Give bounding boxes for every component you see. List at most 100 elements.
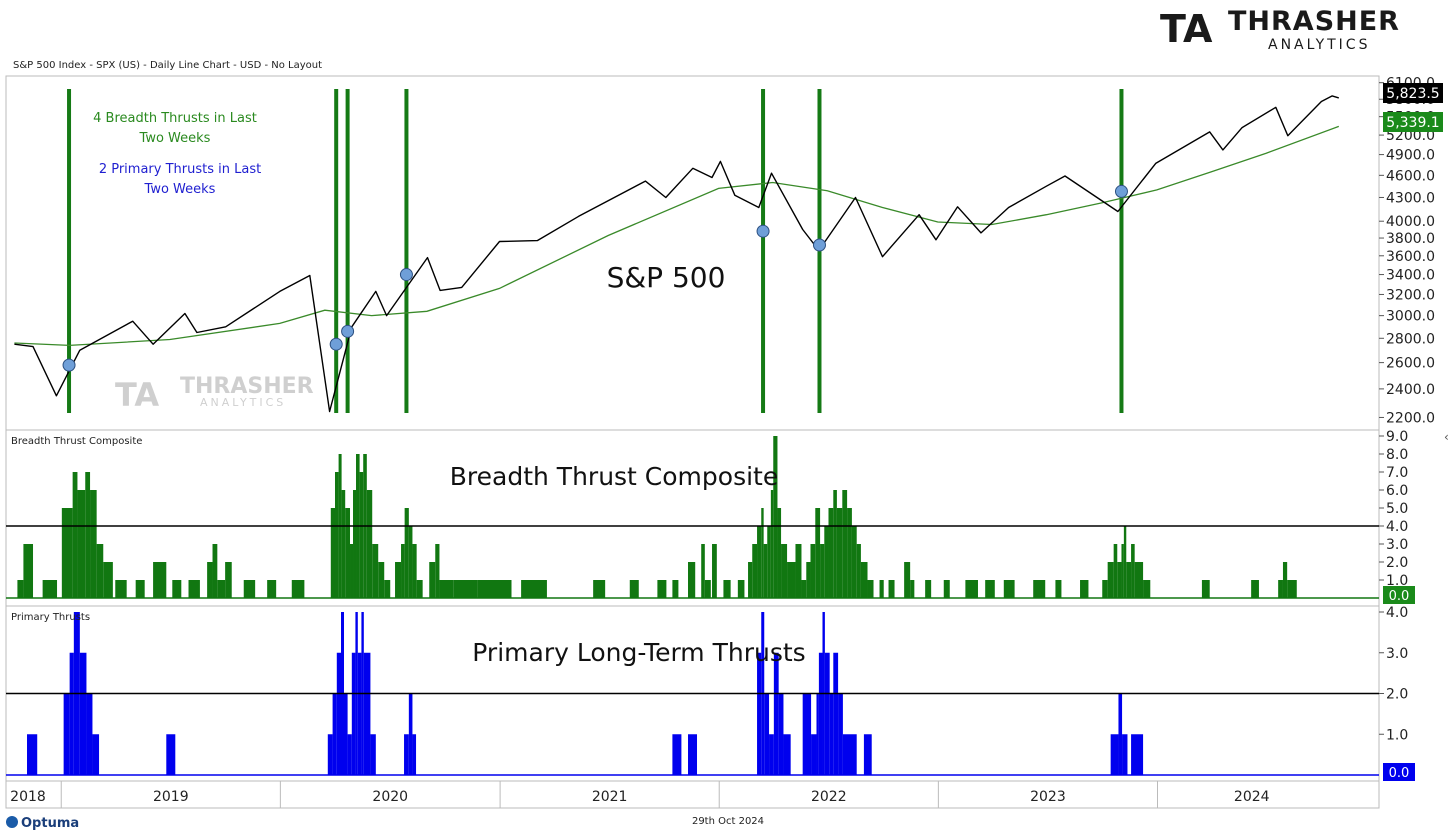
primary-bar xyxy=(404,734,409,775)
breadth-bar xyxy=(217,580,226,598)
watermark-logo: TA THRASHER ANALYTICS xyxy=(115,374,314,414)
breadth-bar xyxy=(23,544,34,598)
breadth-bar xyxy=(851,526,857,598)
logo-mark: TA xyxy=(1160,7,1213,51)
breadth-bar xyxy=(350,544,354,598)
breadth-bar xyxy=(359,472,364,598)
breadth-bar xyxy=(61,508,73,598)
breadth-bar xyxy=(207,562,213,598)
breadth-bar xyxy=(212,544,218,598)
breadth-bar xyxy=(77,490,86,598)
primary-bar xyxy=(773,652,779,775)
breadth-bar xyxy=(761,508,764,598)
chart-info: S&P 500 Index - SPX (US) - Daily Line Ch… xyxy=(13,60,322,71)
breadth-bar xyxy=(815,508,821,598)
primary-bar xyxy=(778,693,784,775)
primary-bar xyxy=(816,693,819,775)
breadth-bar xyxy=(688,562,696,598)
breadth-bar xyxy=(781,544,788,598)
primary-bar xyxy=(370,734,376,775)
price-y-tick-label: 3800.0 xyxy=(1386,231,1435,247)
primary-bar xyxy=(811,734,817,775)
thrust-marker xyxy=(1114,184,1128,198)
footer-date: 29th Oct 2024 xyxy=(692,816,764,827)
price-y-tick-label: 3400.0 xyxy=(1386,268,1435,284)
annotation-breadth-line2: Two Weeks xyxy=(139,131,211,146)
primary-bar xyxy=(764,693,770,775)
primary-bar xyxy=(351,652,356,775)
breadth-bar xyxy=(453,580,478,598)
breadth-bar xyxy=(847,508,852,598)
breadth-bar xyxy=(787,562,796,598)
optuma-brand: Optuma xyxy=(6,816,79,831)
breadth-bar xyxy=(943,580,950,598)
primary-bar xyxy=(69,652,74,775)
breadth-bar xyxy=(72,472,78,598)
breadth-bar xyxy=(477,580,512,598)
primary-panel-label: Primary Thrusts xyxy=(11,612,90,623)
price-y-tick-label: 2200.0 xyxy=(1386,410,1435,426)
breadth-bar xyxy=(795,544,802,598)
breadth-bar xyxy=(1126,562,1132,598)
breadth-bar xyxy=(103,562,113,598)
breadth-bar xyxy=(384,580,391,598)
breadth-bar xyxy=(372,544,379,598)
breadth-bar xyxy=(17,580,24,598)
breadth-bar xyxy=(334,472,339,598)
last-breadth-box xyxy=(1383,586,1415,604)
breadth-bar xyxy=(867,580,874,598)
primary-bar xyxy=(1110,734,1119,775)
thrust-marker xyxy=(62,358,76,372)
collapse-chevron-icon[interactable]: ‹ xyxy=(1444,430,1449,444)
breadth-bar xyxy=(1121,544,1124,598)
primary-bar xyxy=(688,734,698,775)
optuma-label: Optuma xyxy=(21,816,79,831)
primary-bar xyxy=(802,693,812,775)
x-year-label: 2020 xyxy=(372,789,408,805)
primary-bar xyxy=(357,652,362,775)
price-panel-title: S&P 500 xyxy=(607,261,726,294)
breadth-bar xyxy=(701,544,705,598)
breadth-bar xyxy=(42,580,58,598)
breadth-bar xyxy=(860,562,868,598)
breadth-bar xyxy=(1131,544,1135,598)
thrust-marker xyxy=(756,224,770,238)
breadth-bar xyxy=(748,562,753,598)
watermark-word2: ANALYTICS xyxy=(200,396,286,409)
primary-bar xyxy=(672,734,682,775)
breadth-bar xyxy=(412,544,417,598)
breadth-bar xyxy=(345,508,351,598)
x-year-label: 2021 xyxy=(592,789,628,805)
breadth-bar xyxy=(353,490,357,598)
last-ma-label: 5,339.1 xyxy=(1386,115,1439,131)
primary-bar xyxy=(166,734,176,775)
breadth-bar xyxy=(1278,580,1283,598)
breadth-y-tick-label: 2.0 xyxy=(1386,555,1408,571)
price-y-tick-label: 2800.0 xyxy=(1386,331,1435,347)
breadth-bar xyxy=(824,526,829,598)
breadth-bar xyxy=(243,580,256,598)
breadth-bar xyxy=(767,526,771,598)
breadth-bar xyxy=(330,508,335,598)
x-year-label: 2024 xyxy=(1234,789,1270,805)
price-y-tick-label: 4600.0 xyxy=(1386,168,1435,184)
breadth-bar xyxy=(404,508,409,598)
breadth-bar xyxy=(833,490,837,598)
breadth-bar xyxy=(115,580,127,598)
last-price-box xyxy=(1383,83,1443,103)
thrust-marker xyxy=(399,268,413,282)
breadth-bar xyxy=(85,472,91,598)
primary-y-tick-label: 2.0 xyxy=(1386,687,1408,703)
breadth-bar xyxy=(965,580,978,598)
breadth-bar xyxy=(723,580,731,598)
primary-bar xyxy=(79,652,87,775)
breadth-bar xyxy=(416,580,423,598)
primary-bar xyxy=(829,693,834,775)
breadth-y-tick-label: 7.0 xyxy=(1386,465,1408,481)
breadth-bar xyxy=(810,544,816,598)
price-y-tick-label: 4900.0 xyxy=(1386,148,1435,164)
breadth-bar xyxy=(439,580,454,598)
primary-bar xyxy=(842,734,857,775)
breadth-bar xyxy=(153,562,167,598)
